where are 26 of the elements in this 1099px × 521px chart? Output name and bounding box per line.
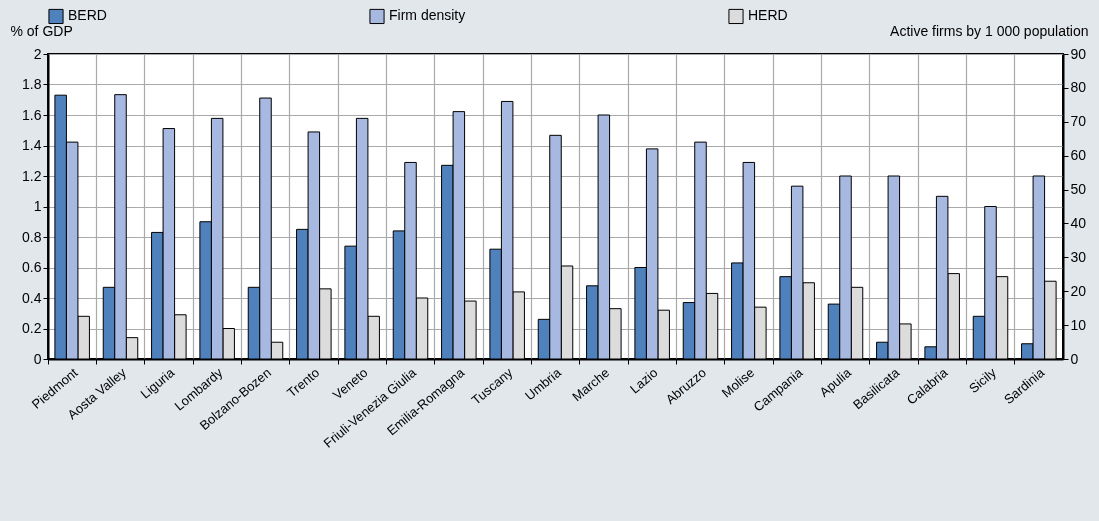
y2-tick-label: 80 xyxy=(1070,79,1087,96)
y2-axis-title: Active firms by 1 000 population xyxy=(890,22,1089,39)
y2-tick-label: 20 xyxy=(1070,282,1087,299)
y2-tick-label: 40 xyxy=(1070,214,1087,231)
y2-tick-label: 30 xyxy=(1070,248,1087,265)
y2-tick-label: 10 xyxy=(1070,316,1087,333)
y2-tick-label: 70 xyxy=(1070,113,1087,130)
legend-label: HERD xyxy=(748,7,788,24)
legend-label: BERD xyxy=(68,7,107,24)
y-tick-label: 0 xyxy=(33,350,42,367)
y-tick-label: 1.8 xyxy=(22,76,42,92)
y-axis-title: % of GDP xyxy=(10,22,73,39)
y2-tick-label: 60 xyxy=(1070,147,1087,164)
legend-label: Firm density xyxy=(389,7,466,24)
y2-tick-label: 90 xyxy=(1070,45,1087,62)
y-tick-label: 1.2 xyxy=(22,167,42,184)
y-tick-label: 0.6 xyxy=(22,259,42,275)
y-tick-label: 1.6 xyxy=(22,106,42,123)
y-tick-label: 1 xyxy=(33,198,42,214)
y-tick-label: 2 xyxy=(33,45,42,62)
y-tick-label: 0.4 xyxy=(22,289,42,306)
y2-tick-label: 50 xyxy=(1070,181,1087,198)
y-tick-label: 1.4 xyxy=(22,137,42,153)
y-tick-label: 0.8 xyxy=(22,228,42,245)
y2-tick-label: 0 xyxy=(1070,350,1079,367)
y-tick-label: 0.2 xyxy=(22,320,42,336)
